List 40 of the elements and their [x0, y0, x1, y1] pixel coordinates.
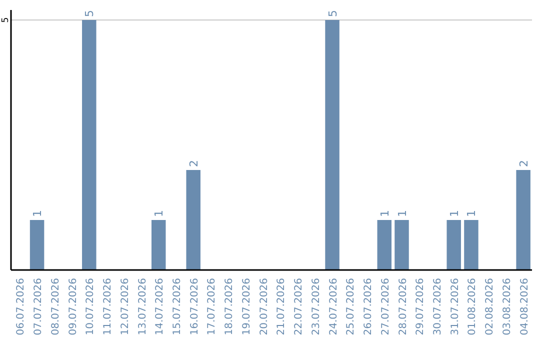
data-label: 2: [517, 160, 530, 167]
x-tick-label: 14.07.2026: [154, 278, 166, 336]
x-tick-label: 12.07.2026: [120, 278, 131, 336]
x-tick-label: 20.07.2026: [258, 278, 270, 336]
x-tick-label: 16.07.2026: [189, 278, 200, 336]
x-tick-label: 01.08.2026: [467, 278, 478, 336]
x-tick-label: 19.07.2026: [241, 278, 252, 336]
x-tick-label: 24.07.2026: [328, 278, 340, 336]
x-tick-label: 27.07.2026: [380, 278, 392, 336]
x-tick-label: 15.07.2026: [172, 278, 183, 336]
x-tick-label: 18.07.2026: [224, 278, 236, 336]
x-tick-label: 04.08.2026: [519, 278, 530, 336]
x-tick-label: 30.07.2026: [432, 278, 444, 336]
x-tick-label: 06.07.2026: [16, 278, 27, 336]
x-tick-label: 11.07.2026: [102, 278, 114, 336]
data-label: 5: [326, 10, 340, 17]
data-label: 1: [396, 210, 409, 217]
data-label: 2: [187, 160, 200, 167]
x-tick-label: 29.07.2026: [415, 278, 426, 336]
x-tick-label: 28.07.2026: [398, 278, 409, 336]
x-tick-label: 03.08.2026: [502, 278, 513, 336]
x-tick-label: 23.07.2026: [310, 278, 322, 336]
data-label: 5: [83, 10, 96, 17]
x-tick-label: 08.07.2026: [50, 278, 62, 336]
data-label: 1: [378, 210, 392, 217]
x-tick-label: 25.07.2026: [346, 278, 357, 336]
x-tick-label: 22.07.2026: [294, 278, 305, 336]
x-tick-label: 02.08.2026: [484, 278, 496, 336]
data-label: 1: [465, 210, 478, 217]
x-tick-label: 10.07.2026: [85, 278, 96, 336]
x-tick-label: 31.07.2026: [450, 278, 461, 336]
x-tick-label: 26.07.2026: [363, 278, 374, 336]
x-tick-label: 21.07.2026: [276, 278, 288, 336]
data-label: 1: [152, 210, 166, 217]
x-tick-label: 17.07.2026: [206, 278, 218, 336]
data-label: 1: [448, 210, 461, 217]
x-tick-label: 13.07.2026: [137, 278, 148, 336]
x-tick-label: 07.07.2026: [33, 278, 44, 336]
data-label: 1: [31, 210, 44, 217]
x-tick-label: 09.07.2026: [68, 278, 79, 336]
